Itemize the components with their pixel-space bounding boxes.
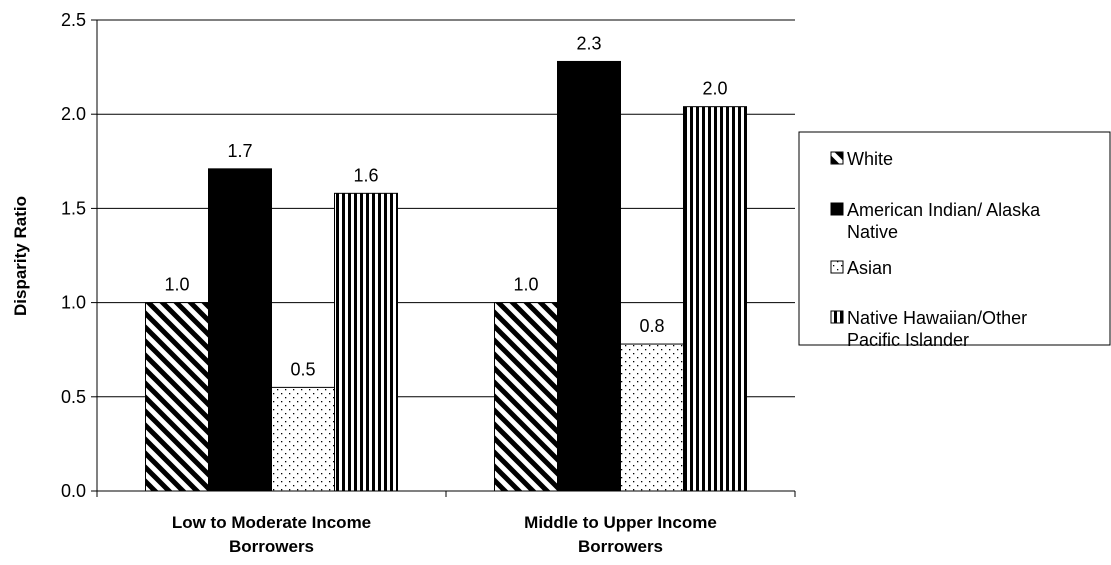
bar: [620, 343, 684, 492]
y-tick-label: 0.0: [61, 481, 86, 501]
legend-swatch: [830, 310, 844, 324]
legend-swatch: [830, 151, 844, 165]
data-label: 0.5: [290, 359, 315, 379]
bar: [494, 302, 558, 492]
legend-label: Native: [847, 222, 898, 242]
bar: [145, 302, 209, 492]
bar: [271, 386, 335, 492]
legend-label: American Indian/ Alaska: [847, 200, 1041, 220]
bar: [557, 60, 621, 492]
data-label: 0.8: [639, 316, 664, 336]
data-label: 2.0: [702, 79, 727, 99]
bar: [683, 106, 747, 492]
data-label: 2.3: [576, 33, 601, 53]
bar: [334, 192, 398, 492]
legend-box: [798, 131, 1111, 346]
x-axis-ticks: [96, 491, 796, 497]
bars: [145, 60, 747, 492]
y-tick-label: 1.5: [61, 198, 86, 218]
y-tick-label: 2.5: [61, 10, 86, 30]
legend-swatch: [830, 260, 844, 274]
legend-swatch: [830, 202, 844, 216]
category-labels: Low to Moderate Income Borrowers Middle to…: [172, 513, 717, 556]
legend-label: Native Hawaiian/Other: [847, 308, 1027, 328]
bar: [208, 168, 272, 492]
data-label: 1.7: [227, 141, 252, 161]
y-tick-label: 1.0: [61, 293, 86, 313]
legend-label: White: [847, 149, 893, 169]
y-tick-label: 0.5: [61, 387, 86, 407]
legend-label: Pacific Islander: [847, 330, 969, 350]
data-label: 1.0: [513, 275, 538, 295]
category-label: Low to Moderate Income: [172, 513, 371, 532]
data-label: 1.0: [164, 275, 189, 295]
category-label: Middle to Upper Income: [524, 513, 717, 532]
category-label: Borrowers: [229, 537, 314, 556]
y-axis-title: Disparity Ratio: [11, 196, 30, 316]
y-axis-ticks: 0.0 0.5 1.0 1.5 2.0 2.5: [61, 10, 97, 501]
data-label: 1.6: [353, 165, 378, 185]
data-labels: 1.0 1.7 0.5 1.6 1.0 2.3 0.8 2.0: [164, 33, 727, 379]
category-label: Borrowers: [578, 537, 663, 556]
y-tick-label: 2.0: [61, 104, 86, 124]
legend-label: Asian: [847, 258, 892, 278]
